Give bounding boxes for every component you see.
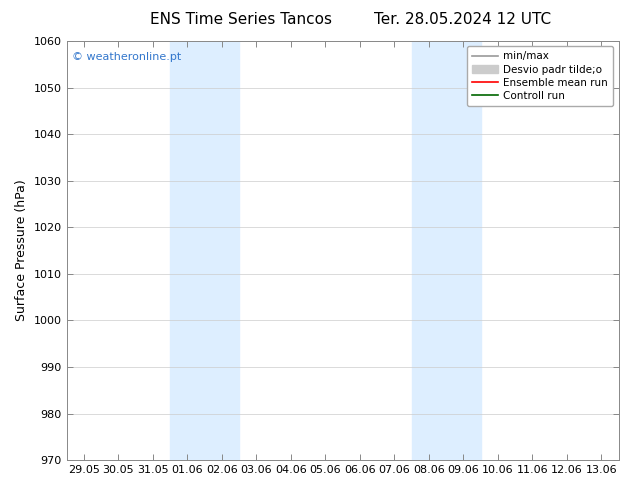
Bar [411, 41, 481, 460]
Text: © weatheronline.pt: © weatheronline.pt [72, 51, 181, 62]
Bar [170, 41, 239, 460]
Text: Ter. 28.05.2024 12 UTC: Ter. 28.05.2024 12 UTC [374, 12, 552, 27]
Legend: min/max, Desvio padr tilde;o, Ensemble mean run, Controll run: min/max, Desvio padr tilde;o, Ensemble m… [467, 46, 613, 106]
Y-axis label: Surface Pressure (hPa): Surface Pressure (hPa) [15, 180, 28, 321]
Text: ENS Time Series Tancos: ENS Time Series Tancos [150, 12, 332, 27]
